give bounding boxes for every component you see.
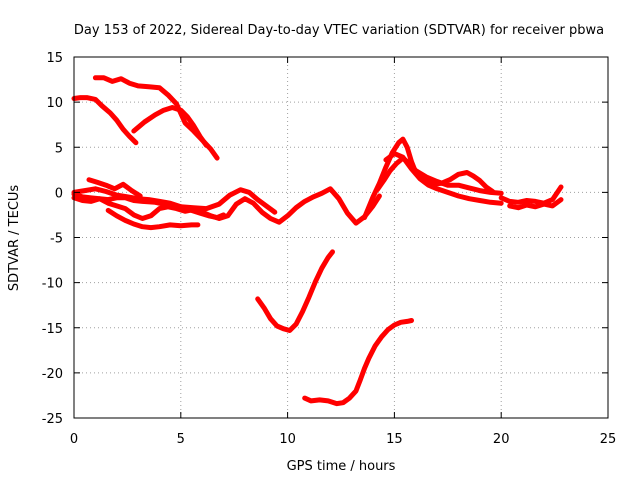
series-line-sat-n <box>498 184 564 206</box>
x-tick-label: 20 <box>493 432 510 447</box>
y-tick-label: 15 <box>46 51 63 66</box>
y-tick-label: -20 <box>42 367 63 382</box>
y-tick-label: -5 <box>50 232 63 247</box>
series-line-sat-h <box>105 207 201 231</box>
y-tick-label: 10 <box>46 96 63 111</box>
series-layer <box>71 75 564 407</box>
x-tick-label: 10 <box>279 432 296 447</box>
x-axis-label: GPS time / hours <box>287 459 396 474</box>
series-line-sat-a <box>71 95 139 146</box>
y-tick-label: 5 <box>55 141 63 156</box>
axis-ticks: 0 5 10 15 20 25 -25 -20 -15 -10 -5 0 5 10 15 <box>42 51 617 447</box>
series-line-sat-c <box>131 105 209 148</box>
series-line-sat-j <box>302 318 414 407</box>
y-tick-label: -15 <box>42 322 63 337</box>
series-line-sat-l <box>374 155 504 196</box>
x-tick-label: 15 <box>386 432 403 447</box>
series-line-sat-i <box>255 249 335 333</box>
series-line-sat-f <box>71 186 382 226</box>
chart-title: Day 153 of 2022, Sidereal Day-to-day VTE… <box>74 23 604 38</box>
series-line-sat-g <box>86 177 143 199</box>
grid-lines <box>74 57 608 418</box>
series-line-sat-m <box>383 151 504 206</box>
y-tick-label: -25 <box>42 412 63 427</box>
x-tick-label: 5 <box>177 432 185 447</box>
y-tick-label: -10 <box>42 277 63 292</box>
series-line-sat-o <box>507 197 564 211</box>
y-tick-label: 0 <box>55 186 63 201</box>
x-tick-label: 0 <box>70 432 78 447</box>
x-tick-label: 25 <box>600 432 617 447</box>
y-axis-label: SDTVAR / TECUs <box>7 185 22 292</box>
